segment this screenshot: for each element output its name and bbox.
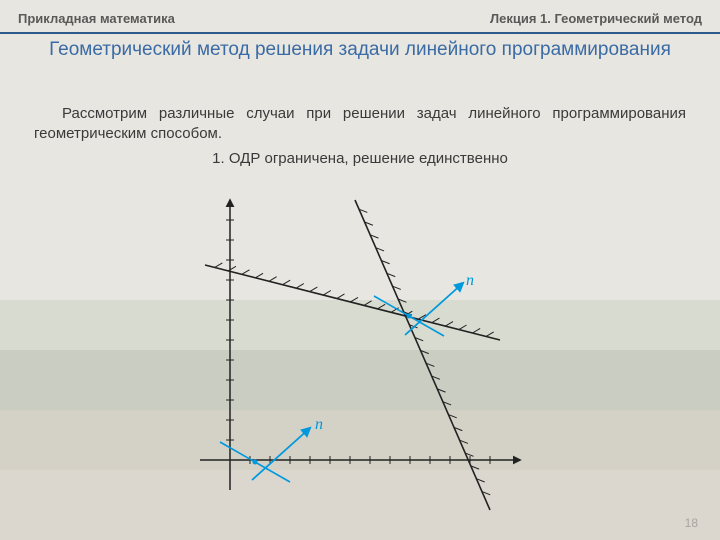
normal-label-2: n [466,272,474,290]
slide-title: Геометрический метод решения задачи лине… [0,38,720,63]
body-text: Рассмотрим различные случаи при решении … [34,104,686,169]
diagram: n n [160,190,560,520]
normal-label-1: n [315,416,323,434]
diagram-svg [160,190,560,520]
header-right: Лекция 1. Геометрический метод [490,11,702,26]
slide-header: Прикладная математика Лекция 1. Геометри… [0,0,720,34]
case-line: 1. ОДР ограничена, решение единственно [34,149,686,169]
page-number: 18 [685,516,698,530]
paragraph-text: Рассмотрим различные случаи при решении … [34,105,686,142]
header-left: Прикладная математика [18,11,175,26]
